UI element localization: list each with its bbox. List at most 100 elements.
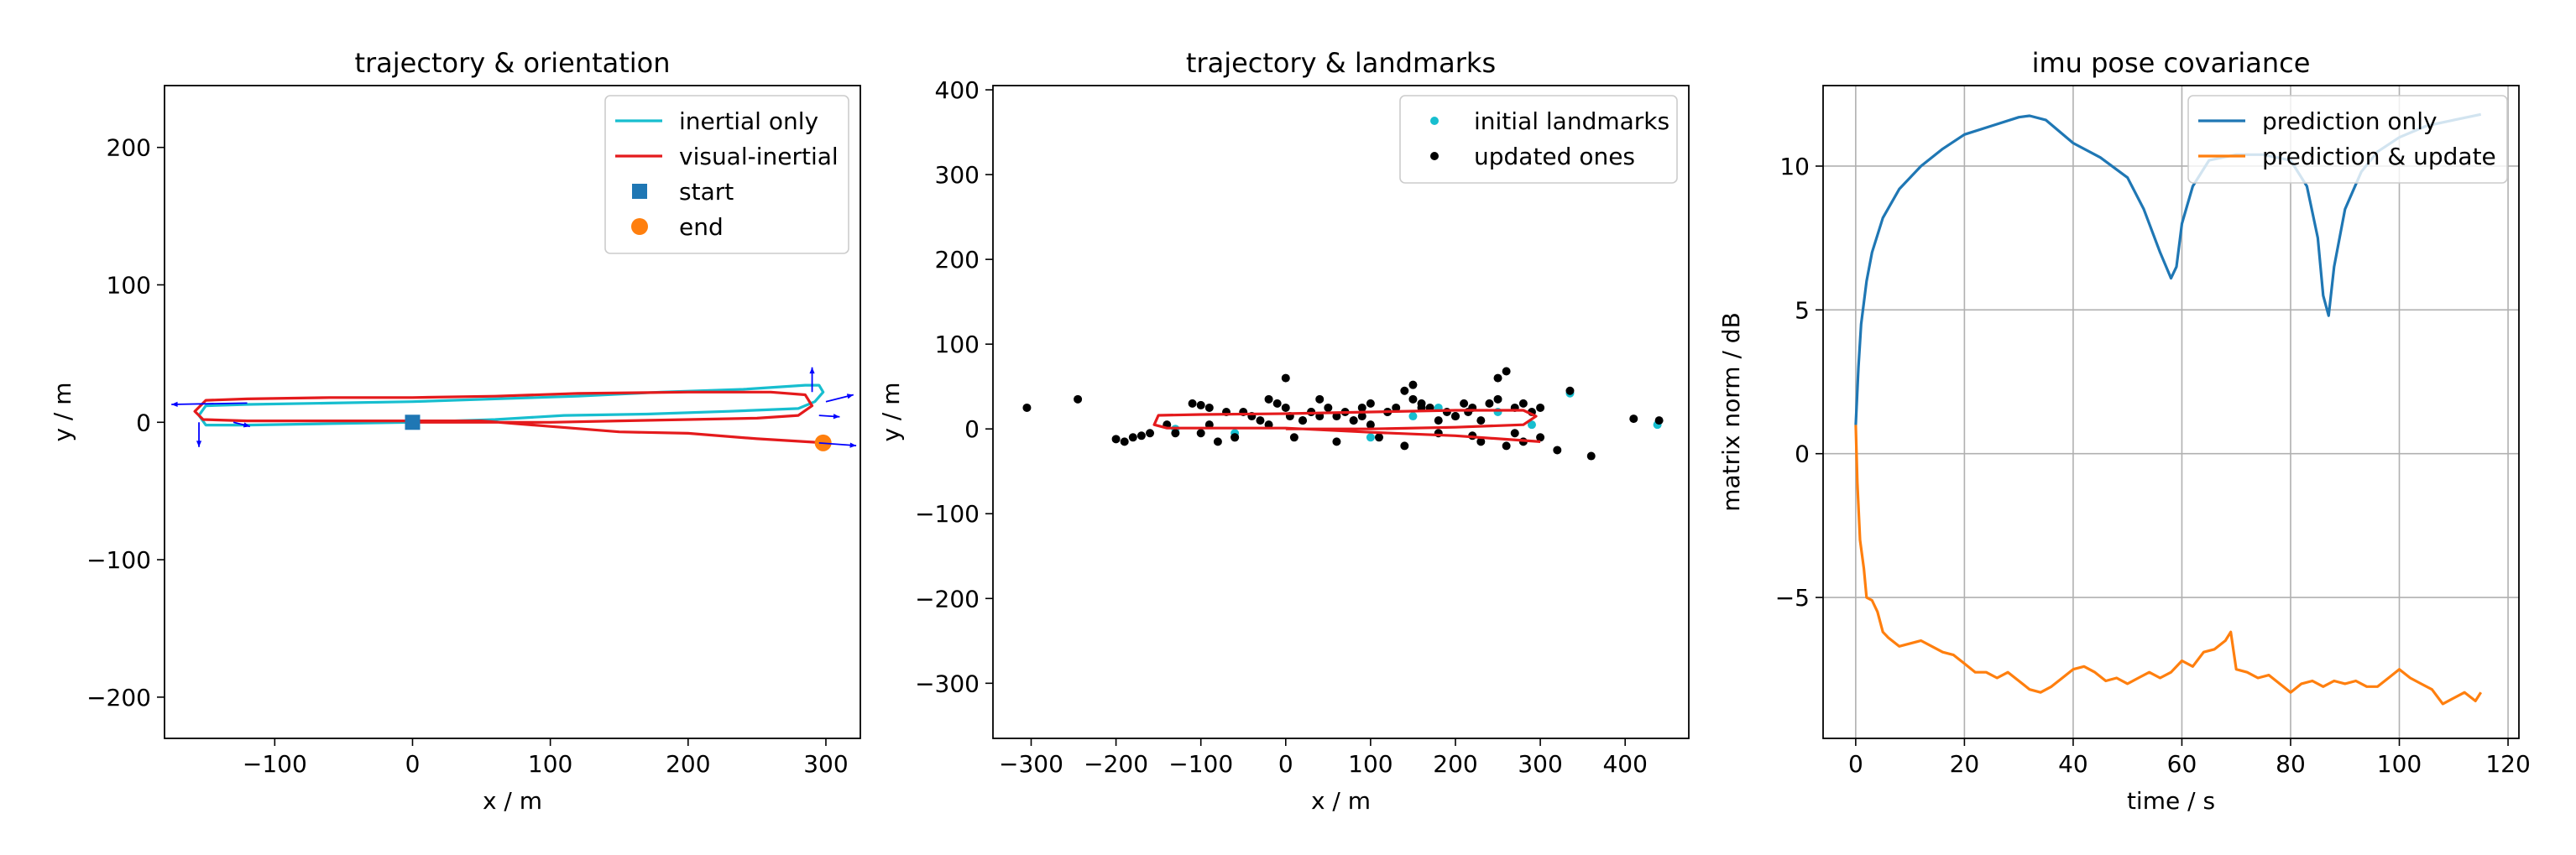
- x-tick-label: 100: [1348, 750, 1393, 778]
- legend-box: [2187, 95, 2508, 184]
- orientation-arrow-head: [809, 367, 815, 374]
- x-tick-label: −100: [243, 750, 307, 778]
- landmark-point: [1408, 412, 1418, 421]
- series-line: [1152, 409, 1541, 443]
- x-tick-label: −300: [999, 750, 1063, 778]
- orientation-arrow-head: [833, 414, 840, 420]
- landmark-point: [1536, 403, 1545, 412]
- legend-swatch: [1430, 152, 1439, 160]
- landmark-point: [1146, 429, 1155, 438]
- landmark-point: [1231, 433, 1240, 442]
- series-line: [193, 390, 827, 445]
- start-marker: [405, 414, 421, 430]
- landmark-point: [1654, 416, 1664, 425]
- x-tick-label: 60: [2167, 750, 2197, 778]
- landmark-point: [1171, 429, 1180, 438]
- x-tick-label: 0: [1278, 750, 1293, 778]
- landmark-point: [1256, 416, 1265, 425]
- landmark-point: [1366, 433, 1375, 442]
- landmark-point: [1476, 437, 1486, 446]
- x-tick-label: −100: [1168, 750, 1233, 778]
- panel-trajectory-orientation: −100 0 100 200 300 −200 −100 0 100 200 trajectory …: [49, 47, 861, 815]
- legend: inertial only visual-inertial start end: [604, 95, 849, 254]
- x-tick-label: 0: [405, 750, 421, 778]
- legend-swatch: [1430, 117, 1439, 125]
- legend: initial landmarks updated ones: [1399, 95, 1678, 184]
- x-tick-label: −200: [1084, 750, 1148, 778]
- plot-area: [1854, 112, 2483, 706]
- x-tick-label: 120: [2485, 750, 2530, 778]
- x-axis-label: x / m: [1311, 787, 1371, 815]
- orientation-arrow-head: [849, 442, 857, 448]
- landmark-point: [1298, 416, 1308, 425]
- y-tick-label: 200: [107, 134, 151, 162]
- y-tick-label: −100: [915, 500, 980, 528]
- legend-label: visual-inertial: [679, 143, 839, 170]
- y-axis-label: y / m: [49, 382, 76, 441]
- landmark-point: [1128, 433, 1137, 442]
- orientation-arrow: [818, 441, 857, 447]
- legend-box: [1399, 95, 1678, 184]
- legend-box: [604, 95, 849, 254]
- landmark-point: [1324, 403, 1333, 412]
- legend-label: initial landmarks: [1474, 107, 1669, 135]
- landmark-point: [1629, 414, 1638, 424]
- landmark-point: [1281, 373, 1290, 383]
- series-line: [1854, 425, 2483, 706]
- x-tick-label: 200: [666, 750, 710, 778]
- landmark-point: [1357, 403, 1366, 412]
- legend-label: updated ones: [1474, 143, 1635, 170]
- y-tick-label: −200: [86, 684, 151, 712]
- legend-label: start: [679, 178, 734, 206]
- x-axis-label: x / m: [483, 787, 542, 815]
- y-tick-label: 10: [1779, 153, 1810, 180]
- y-tick-label: −5: [1775, 584, 1810, 612]
- orientation-arrow-head: [846, 394, 854, 399]
- legend: prediction only prediction & update: [2187, 95, 2508, 184]
- x-tick-label: 100: [2377, 750, 2422, 778]
- y-tick-label: 400: [935, 76, 980, 104]
- landmark-point: [1565, 386, 1575, 395]
- y-tick-label: 100: [107, 271, 151, 299]
- axes-frame: [164, 85, 861, 739]
- y-tick-label: 300: [935, 161, 980, 189]
- legend-label: prediction & update: [2262, 143, 2496, 170]
- landmark-point: [1349, 416, 1358, 425]
- landmark-point: [1111, 435, 1121, 444]
- y-tick-label: 0: [136, 409, 151, 436]
- legend-label: prediction only: [2262, 107, 2438, 135]
- chart-title: trajectory & landmarks: [1186, 47, 1496, 79]
- orientation-arrow-head: [243, 422, 250, 428]
- y-axis-label: y / m: [877, 382, 905, 441]
- landmark-point: [1586, 451, 1596, 461]
- plot-area: [1022, 367, 1664, 461]
- y-tick-label: 0: [964, 415, 980, 443]
- orientation-arrow-head: [171, 401, 178, 407]
- y-tick-label: −300: [915, 670, 980, 697]
- landmark-point: [1493, 394, 1502, 404]
- landmark-point: [1366, 399, 1375, 408]
- y-tick-label: −100: [86, 546, 151, 574]
- legend-label: inertial only: [679, 107, 818, 135]
- x-axis-label: time / s: [2127, 787, 2215, 815]
- x-tick-label: 20: [1950, 750, 1980, 778]
- landmark-point: [1357, 412, 1366, 421]
- legend-swatch: [632, 184, 647, 199]
- orientation-arrow: [171, 402, 248, 405]
- landmark-point: [1196, 429, 1205, 438]
- landmark-point: [1434, 416, 1443, 425]
- landmark-point: [1188, 399, 1197, 408]
- legend-label: end: [679, 213, 724, 241]
- plot-area: [171, 367, 857, 451]
- landmark-point: [1332, 412, 1341, 421]
- landmark-point: [1502, 441, 1511, 451]
- y-tick-label: 100: [935, 331, 980, 358]
- landmark-point: [1502, 367, 1511, 376]
- landmark-point: [1315, 394, 1325, 404]
- landmark-point: [1213, 437, 1222, 446]
- x-tick-label: 200: [1433, 750, 1477, 778]
- landmark-point: [1374, 433, 1383, 442]
- x-tick-label: 400: [1602, 750, 1647, 778]
- landmark-point: [1392, 403, 1401, 412]
- landmark-point: [1527, 420, 1536, 430]
